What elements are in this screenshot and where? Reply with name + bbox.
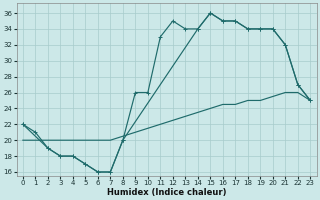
X-axis label: Humidex (Indice chaleur): Humidex (Indice chaleur) — [107, 188, 226, 197]
